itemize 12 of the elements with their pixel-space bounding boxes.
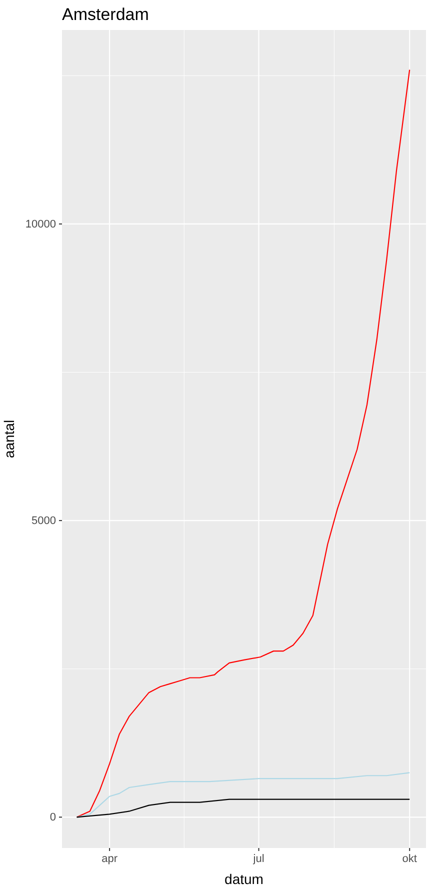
- line-series: [76, 798, 410, 818]
- x-tick-label: okt: [402, 852, 417, 865]
- x-tick-label: apr: [102, 852, 118, 865]
- y-tick-label: 10000: [25, 218, 56, 230]
- line-series: [76, 69, 410, 818]
- chart-title: Amsterdam: [62, 5, 149, 24]
- y-tick-label: 0: [50, 812, 56, 824]
- line-series: [76, 772, 410, 818]
- x-tick-label: jul: [252, 852, 264, 865]
- x-axis-title: datum: [224, 871, 264, 887]
- y-tick-label: 5000: [32, 515, 56, 528]
- y-axis-title: aantal: [1, 420, 17, 458]
